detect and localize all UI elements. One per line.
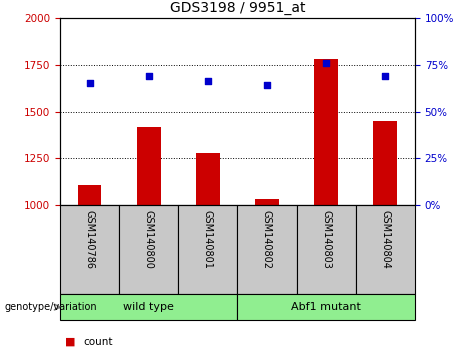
Bar	[296, 205, 356, 294]
Bar	[60, 294, 237, 320]
Bar	[119, 205, 178, 294]
Bar	[237, 205, 296, 294]
Text: GSM140800: GSM140800	[144, 210, 154, 269]
Bar	[373, 121, 397, 205]
Point	[322, 60, 330, 65]
Text: GSM140803: GSM140803	[321, 210, 331, 269]
Text: ■: ■	[65, 337, 75, 347]
Point	[382, 73, 389, 79]
Text: GSM140802: GSM140802	[262, 210, 272, 269]
Bar	[196, 153, 219, 205]
Text: Abf1 mutant: Abf1 mutant	[291, 302, 361, 312]
Bar	[137, 126, 160, 205]
Bar	[314, 59, 338, 205]
Bar	[356, 205, 415, 294]
Text: wild type: wild type	[123, 302, 174, 312]
Text: genotype/variation: genotype/variation	[5, 302, 97, 312]
Bar	[237, 294, 415, 320]
Text: GSM140804: GSM140804	[380, 210, 390, 269]
Point	[86, 80, 93, 86]
Text: count: count	[83, 337, 112, 347]
Text: GSM140801: GSM140801	[203, 210, 213, 269]
Point	[145, 73, 152, 79]
Point	[263, 82, 271, 88]
Bar	[60, 205, 119, 294]
Text: GSM140786: GSM140786	[84, 210, 95, 269]
Bar	[255, 199, 279, 205]
Title: GDS3198 / 9951_at: GDS3198 / 9951_at	[170, 1, 305, 15]
Bar	[178, 205, 237, 294]
Point	[204, 79, 212, 84]
Bar	[77, 185, 101, 205]
